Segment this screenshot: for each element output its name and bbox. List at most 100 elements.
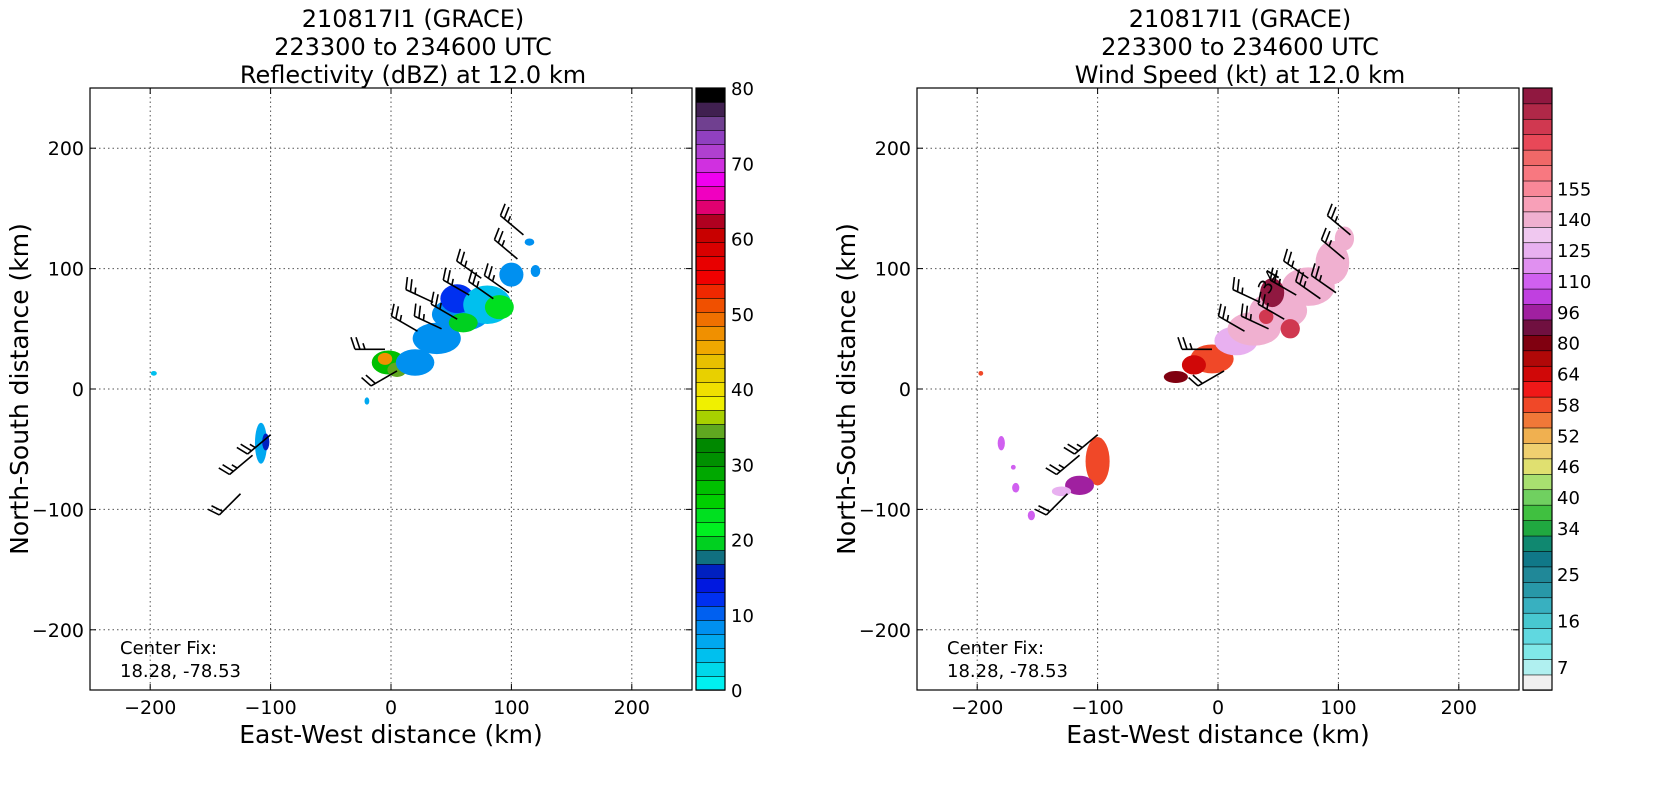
barb-flag [442,267,447,281]
colorbar-bin [695,297,726,313]
colorbar-tick-label: 40 [731,380,754,401]
wind-barb [1045,454,1081,476]
colorbar-bin [1522,288,1553,305]
colorbar-tick-label: 80 [1557,334,1580,355]
colorbar: 7 16 25 34 40 46 52 58 64 80 96 110 125 140 155 [1522,87,1591,691]
barb-flag [409,279,413,292]
barb-flag [1326,203,1333,216]
wind-barb [1282,248,1309,279]
colorbar-bin [1522,87,1553,105]
colorbar-bin [695,213,726,229]
y-tick-label: 0 [72,379,84,401]
y-tick-label: 100 [875,259,911,281]
echo-cell [364,397,370,405]
colorbar-bin [695,255,726,271]
barb-staff [1283,260,1309,279]
colorbar-bin [695,101,726,117]
colorbar-tick-label: 46 [1557,457,1580,478]
x-axis-label: East-West distance (km) [239,720,543,749]
colorbar-tick-label: 140 [1557,210,1591,231]
colorbar-bin [695,423,726,439]
barb-flag [1299,272,1305,285]
barb-staff [1197,370,1225,387]
colorbar-bin [1522,380,1553,398]
wind-barb [1177,337,1212,351]
colorbar-bin [1522,303,1553,321]
barb-flag [1222,306,1227,319]
colorbar-bin [1522,211,1553,228]
colorbar-bin [695,465,726,481]
colorbar-bin [1522,612,1553,629]
title-line-time: 223300 to 234600 UTC [1101,33,1379,61]
colorbar-bin [1522,272,1553,290]
barb-staff [456,260,482,279]
wind-barb [455,248,482,279]
wind-barbs [1034,203,1351,516]
title-line-time: 223300 to 234600 UTC [274,33,552,61]
title-line-storm: 210817I1 (GRACE) [301,5,525,33]
echo-cell [1051,486,1072,497]
echo-cell [1258,309,1274,324]
colorbar-bin [695,661,726,677]
echo-cell [150,370,157,376]
echo-cell [412,322,461,355]
wind-barb [1217,303,1245,332]
echo-cell [377,352,393,365]
colorbar-tick-label: 16 [1557,612,1580,633]
reflectivity-panel: 210817I1 (GRACE) 223300 to 234600 UTC Re… [0,0,827,787]
barb-half-flag [231,464,238,469]
colorbar-bin [1522,350,1553,367]
barb-staff [1056,454,1081,476]
colorbar-tick-label: 64 [1557,365,1580,386]
colorbar-bin [1522,519,1553,537]
barb-flag [434,294,439,307]
barb-flag [1245,305,1249,319]
barb-flag [350,337,356,350]
x-tick-label: −200 [124,697,176,719]
echo-cell [1181,355,1206,375]
barb-flag [236,446,249,455]
echo-cell [530,264,541,278]
wind-barb [442,267,470,296]
echo-cell [484,295,514,320]
barb-flag [1324,230,1331,244]
colorbar-bin [695,311,726,327]
colorbar-bin [1522,180,1553,197]
y-tick-label: −200 [859,620,911,642]
colorbar-bin [1522,489,1553,506]
x-tick-label: −200 [951,697,1003,719]
colorbar-bin [1522,458,1553,475]
barb-flag [460,251,466,265]
title-line-storm: 210817I1 (GRACE) [1128,5,1352,33]
barb-flag [365,374,376,385]
wind-barb [1269,267,1297,296]
barb-flag [405,276,409,290]
colorbar-bin [1522,134,1553,151]
y-tick-label: −100 [32,499,84,521]
colorbar-bin [695,395,726,411]
barb-staff [1241,315,1269,330]
colorbar-bin [1522,535,1553,552]
colorbar-bin [1522,674,1553,691]
colorbar-frame [1522,87,1553,691]
colorbar-bin [695,591,726,607]
echo-cell [524,238,535,246]
colorbar-bin [695,535,726,551]
y-tick-label: −100 [859,499,911,521]
barb-flag [1287,251,1293,265]
echo-cell [1065,475,1094,495]
barb-flag [218,467,230,476]
colorbar-bin [695,143,726,159]
barb-flag [1232,276,1236,290]
barb-staff [370,370,398,387]
wind-barb [467,269,494,300]
barb-half-flag [1241,287,1244,294]
barb-flag [1049,463,1061,472]
reflectivity-plot: −200 −100 0 100 200−200−1000100200East-West … [5,79,754,749]
wind-barb [1063,434,1099,455]
barb-flag [1038,505,1051,513]
colorbar-bin [695,605,726,621]
wind-barb [390,303,418,332]
barb-flag [455,248,462,262]
barb-flag [390,303,395,317]
